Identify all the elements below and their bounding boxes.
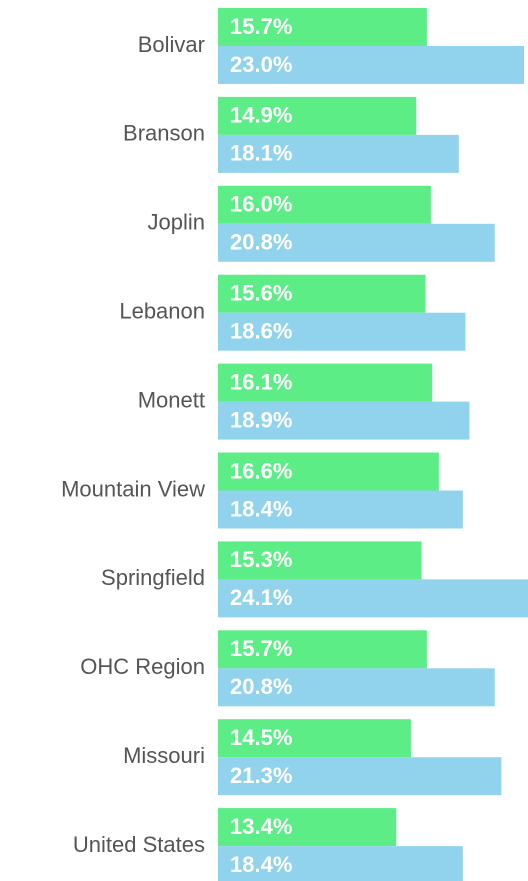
bar: [218, 808, 397, 847]
category-label: United States: [73, 832, 205, 857]
value-label: 14.9%: [230, 103, 292, 128]
value-label: 16.6%: [230, 458, 292, 483]
value-label: 15.3%: [230, 547, 292, 572]
category-label: Missouri: [123, 743, 205, 768]
category-label: Lebanon: [119, 299, 205, 324]
bar: [218, 541, 422, 580]
category-label: Monett: [138, 387, 205, 412]
bar: [218, 223, 495, 262]
value-label: 16.0%: [230, 192, 292, 217]
bar: [218, 134, 459, 173]
bar: [218, 46, 525, 84]
bar: [218, 757, 502, 796]
value-label: 18.4%: [230, 852, 292, 877]
bar: [218, 274, 426, 313]
category-label: Branson: [123, 121, 205, 146]
value-label: 15.7%: [230, 636, 292, 661]
bar: [218, 185, 431, 224]
bar: [218, 719, 411, 758]
value-label: 21.3%: [230, 763, 292, 788]
bar: [218, 8, 427, 46]
bar: [218, 96, 417, 135]
bar: [218, 363, 433, 402]
bar: [218, 579, 528, 618]
value-label: 16.1%: [230, 369, 292, 394]
category-label: Joplin: [148, 210, 205, 235]
value-label: 13.4%: [230, 814, 292, 839]
category-label: OHC Region: [80, 654, 205, 679]
value-label: 14.5%: [230, 725, 292, 750]
category-label: Mountain View: [61, 476, 205, 501]
value-label: 24.1%: [230, 585, 292, 610]
value-label: 20.8%: [230, 230, 292, 255]
value-label: 18.6%: [230, 319, 292, 344]
bar: [218, 401, 470, 440]
value-label: 18.9%: [230, 407, 292, 432]
value-label: 15.7%: [230, 14, 292, 39]
bar: [218, 312, 466, 351]
value-label: 20.8%: [230, 674, 292, 699]
category-label: Bolivar: [138, 32, 205, 57]
bar: [218, 846, 463, 881]
value-label: 18.4%: [230, 496, 292, 521]
category-label: Springfield: [101, 565, 205, 590]
value-label: 18.1%: [230, 141, 292, 166]
bar: [218, 668, 495, 707]
bar: [218, 630, 427, 669]
bar: [218, 452, 439, 491]
bar: [218, 490, 463, 529]
value-label: 15.6%: [230, 281, 292, 306]
value-label: 23.0%: [230, 52, 292, 77]
